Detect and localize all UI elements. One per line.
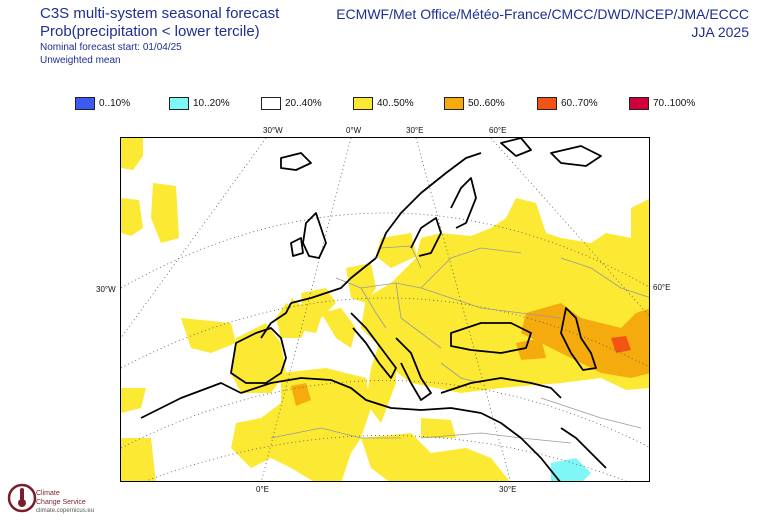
legend-label: 60..70% [561,97,598,109]
lon-label-top: 60°E [489,126,507,135]
shading-40-50 [121,138,649,481]
forecast-start: Nominal forecast start: 01/04/25 [40,42,182,53]
shading-10-20 [551,458,591,481]
logo-url: climate.copernicus.eu [36,508,95,514]
graticule [121,138,649,481]
legend-item: 10..20% [169,96,230,110]
legend-swatch [444,96,464,110]
legend-item: 0..10% [75,96,130,110]
legend-item: 40..50% [353,96,414,110]
legend-item: 50..60% [444,96,505,110]
coastlines [140,138,607,481]
weighting-label: Unweighted mean [40,55,121,66]
map-subtitle: Prob(precipitation < lower tercile) [40,23,260,40]
legend-label: 0..10% [99,97,131,109]
map-title: C3S multi-system seasonal forecast [40,5,280,22]
shading-50-60 [291,303,649,406]
logo-line1: Climate [36,490,60,497]
legend-label: 70..100% [653,97,696,109]
header-right: ECMWF/Met Office/Météo-France/CMCC/DWD/N… [336,5,749,41]
legend-label: 50..60% [468,97,505,109]
centres-label: ECMWF/Met Office/Météo-France/CMCC/DWD/N… [336,6,749,22]
legend-swatch [537,96,557,110]
legend-label: 20..40% [285,97,322,109]
forecast-map [120,137,650,482]
map-canvas [121,138,649,481]
header-left: C3S multi-system seasonal forecast Prob(… [40,5,279,67]
legend-swatch [353,96,373,110]
copernicus-logo [7,483,37,513]
legend-swatch [261,96,281,110]
legend: 0..10% 10..20% 20..40% 40..50% 50..60% 6… [75,96,715,110]
lon-label-top: 0°W [346,126,362,135]
lon-label-top: 30°W [263,126,283,135]
lon-label-top: 30°E [406,126,424,135]
logo-line2: Change Service [36,499,86,506]
season-label: JJA 2025 [691,24,749,40]
legend-item: 20..40% [261,96,322,110]
shading-60-70 [611,336,631,353]
lon-label-bottom: 30°E [499,485,517,494]
legend-item: 60..70% [537,96,598,110]
lon-label-right: 60°E [653,283,671,292]
legend-item: 70..100% [629,96,695,110]
legend-swatch [629,96,649,110]
legend-swatch [169,96,189,110]
legend-label: 40..50% [377,97,414,109]
lon-label-left: 30°W [96,285,116,294]
lon-label-bottom: 0°E [256,485,269,494]
legend-label: 10..20% [193,97,230,109]
legend-swatch [75,96,95,110]
country-borders [270,245,649,444]
logo-text: Climate Change Service [36,489,86,507]
